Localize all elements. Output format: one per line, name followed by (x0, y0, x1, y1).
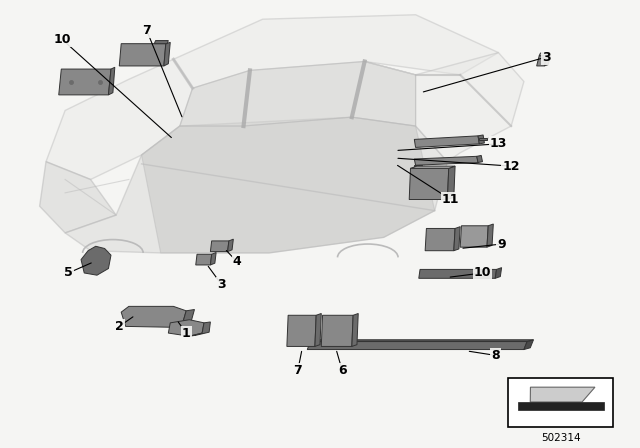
Polygon shape (189, 322, 211, 336)
Text: 2: 2 (115, 320, 124, 333)
Polygon shape (81, 246, 111, 275)
Polygon shape (531, 387, 595, 402)
Polygon shape (410, 166, 455, 168)
Polygon shape (287, 315, 316, 346)
Polygon shape (65, 117, 447, 253)
Text: 4: 4 (233, 255, 241, 268)
Polygon shape (228, 239, 234, 252)
Text: 13: 13 (490, 138, 507, 151)
Polygon shape (59, 69, 111, 95)
Polygon shape (46, 59, 193, 180)
Polygon shape (477, 155, 483, 163)
Polygon shape (537, 56, 547, 66)
Polygon shape (211, 253, 216, 265)
Polygon shape (211, 241, 229, 252)
Polygon shape (121, 306, 186, 327)
Polygon shape (173, 15, 499, 88)
Polygon shape (460, 226, 488, 247)
Polygon shape (544, 55, 550, 66)
Polygon shape (168, 320, 204, 336)
Polygon shape (454, 227, 460, 251)
Polygon shape (310, 340, 534, 341)
Text: 7: 7 (142, 24, 151, 37)
Text: 3: 3 (217, 278, 225, 291)
Polygon shape (409, 168, 449, 199)
Polygon shape (419, 269, 497, 278)
Polygon shape (495, 267, 502, 278)
Polygon shape (180, 61, 415, 126)
Polygon shape (164, 43, 170, 66)
Polygon shape (173, 310, 195, 327)
Polygon shape (414, 156, 478, 165)
Text: 10: 10 (474, 267, 492, 280)
Polygon shape (479, 138, 487, 140)
Polygon shape (425, 228, 455, 251)
Polygon shape (518, 402, 604, 410)
Polygon shape (414, 165, 422, 168)
Polygon shape (487, 224, 493, 247)
Polygon shape (315, 314, 321, 346)
Polygon shape (478, 135, 484, 144)
Polygon shape (154, 41, 168, 44)
Polygon shape (307, 341, 527, 349)
Polygon shape (414, 136, 479, 147)
Polygon shape (321, 315, 353, 346)
Text: 8: 8 (491, 349, 500, 362)
Polygon shape (40, 162, 116, 233)
Polygon shape (141, 117, 435, 253)
Text: 3: 3 (542, 51, 550, 64)
Polygon shape (540, 53, 548, 56)
Text: 502314: 502314 (541, 433, 580, 443)
Polygon shape (119, 44, 166, 66)
Text: 11: 11 (442, 193, 460, 206)
FancyBboxPatch shape (508, 378, 613, 426)
Polygon shape (352, 314, 358, 346)
Text: 5: 5 (64, 267, 73, 280)
Text: 10: 10 (53, 33, 70, 46)
Polygon shape (196, 254, 212, 265)
Polygon shape (447, 166, 455, 199)
Polygon shape (524, 340, 534, 349)
Text: 6: 6 (338, 364, 347, 377)
Text: 1: 1 (182, 327, 191, 340)
Text: 9: 9 (497, 237, 506, 250)
Text: 12: 12 (502, 159, 520, 172)
Text: 7: 7 (293, 364, 302, 377)
Polygon shape (108, 67, 115, 95)
Polygon shape (365, 52, 524, 162)
